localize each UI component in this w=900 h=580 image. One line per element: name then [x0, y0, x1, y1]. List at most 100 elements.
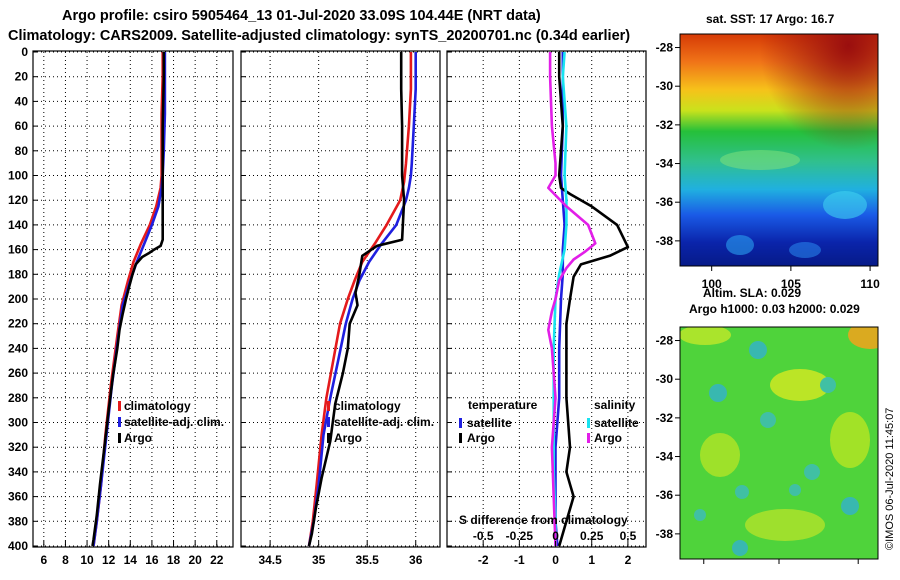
depth-tick-label: 140 [8, 218, 28, 232]
salinity-series [307, 52, 418, 547]
legend-argo: Argo [124, 431, 152, 445]
salinity-panel-frame [240, 50, 441, 548]
sla-title-line-1: Altim. SLA: 0.029 [703, 286, 801, 300]
sla-high [745, 509, 825, 541]
lat-tick-label: -34 [656, 157, 674, 171]
depth-tick-label: 240 [8, 341, 28, 355]
salinity-difference-ticks: -0.5 -0.25 0 0.25 0.5 [473, 529, 637, 543]
sla-low [732, 540, 748, 556]
legend-swatch-temp-satellite [459, 418, 462, 428]
lat-tick-label: -36 [656, 488, 674, 502]
legend-swatch-argo-2 [327, 433, 330, 443]
x-tick-label: -2 [478, 553, 489, 567]
sst-eddy [720, 150, 800, 170]
salinity-panel: 34.5 35 35.5 36 climatology satellite-adj. … [240, 50, 441, 567]
depth-axis-ticks: 0 20 40 60 80 100 120 140 160 180 200 220 240 260 280 3… [8, 45, 28, 553]
depth-tick-label: 260 [8, 366, 28, 380]
legend-temp-argo: Argo [467, 431, 495, 445]
x-tick-label: 1 [588, 553, 595, 567]
x-tick-label: 10 [80, 553, 94, 567]
legend-swatch-sal-satellite [587, 418, 590, 428]
depth-tick-label: 20 [15, 70, 29, 84]
lat-tick-label: -30 [656, 79, 674, 93]
sst-warm-patch [680, 34, 878, 266]
sst-map: -28 -30 -32 -34 -36 -38 100 105 110 [656, 33, 880, 291]
depth-tick-label: 80 [15, 144, 29, 158]
sst-eddy [789, 242, 821, 258]
legend-temperature-title: temperature [468, 398, 538, 412]
x-tick-label: 20 [188, 553, 202, 567]
lat-tick-label: -30 [656, 372, 674, 386]
lat-tick-label: -32 [656, 411, 674, 425]
temperature-x-ticks: 6 8 10 12 14 16 18 20 22 [40, 541, 224, 567]
sla-high [848, 327, 878, 349]
legend-climatology: climatology [124, 399, 191, 413]
lon-tick-label: 110 [860, 277, 880, 291]
sst-eddy [726, 235, 754, 255]
depth-tick-label: 320 [8, 440, 28, 454]
series-line-argo [307, 52, 406, 547]
salinity-gridlines [241, 51, 440, 547]
sst-lon-ticks: 100 105 110 [702, 266, 880, 291]
sla-lon-ticks [703, 559, 859, 564]
series-line-argo [91, 52, 166, 547]
x-tick-label: 6 [40, 553, 47, 567]
lat-tick-label: -36 [656, 195, 674, 209]
sst-eddy [823, 191, 867, 219]
series-line-climatology [307, 52, 413, 547]
depth-tick-label: 340 [8, 465, 28, 479]
lat-tick-label: -38 [656, 234, 674, 248]
legend-swatch-satellite [118, 417, 121, 427]
x-tick-label: 18 [167, 553, 181, 567]
sla-low [820, 377, 836, 393]
x-tick-label: 35 [312, 553, 326, 567]
sla-low [735, 485, 749, 499]
lat-tick-label: -38 [656, 527, 674, 541]
sla-lat-ticks: -28 -30 -32 -34 -36 -38 [656, 334, 680, 541]
sla-low [694, 509, 706, 521]
salinity-diff-tick-label: 0 [552, 529, 559, 543]
temperature-difference-legend: temperature satellite Argo [459, 398, 538, 445]
legend-salinity-title: salinity [594, 398, 636, 412]
series-line-salinity-argo [546, 52, 597, 547]
series-line-satellite-adj-clim- [307, 52, 418, 547]
depth-tick-label: 280 [8, 391, 28, 405]
title-line-1: Argo profile: csiro 5905464_13 01-Jul-20… [62, 8, 541, 24]
sst-lat-ticks: -28 -30 -32 -34 -36 -38 [656, 41, 680, 248]
sla-low [841, 497, 859, 515]
lat-tick-label: -28 [656, 41, 674, 55]
depth-tick-label: 120 [8, 193, 28, 207]
salinity-legend: climatology satellite-adj. clim. Argo [327, 399, 434, 445]
legend-argo-2: Argo [334, 431, 362, 445]
difference-panel: -2 -1 0 1 2 -0.5 -0.25 0 0.25 0.5 S difference f… [446, 50, 647, 567]
depth-tick-label: 220 [8, 317, 28, 331]
depth-tick-label: 40 [15, 94, 29, 108]
x-tick-label: 2 [625, 553, 632, 567]
depth-tick-label: 60 [15, 119, 29, 133]
lat-tick-label: -32 [656, 118, 674, 132]
legend-swatch-climatology-2 [327, 401, 330, 411]
sst-map-frame [679, 33, 879, 267]
title-line-2: Climatology: CARS2009. Satellite-adjuste… [8, 28, 630, 44]
difference-panel-frame [446, 50, 647, 548]
legend-swatch-sal-argo [587, 433, 590, 443]
difference-xlabel: S difference from climatology [459, 513, 628, 527]
salinity-diff-tick-label: 0.5 [620, 529, 637, 543]
x-tick-label: 8 [62, 553, 69, 567]
difference-gridlines [447, 51, 646, 547]
salinity-diff-tick-label: -0.25 [506, 529, 534, 543]
legend-swatch-climatology [118, 401, 121, 411]
sst-map-title: sat. SST: 17 Argo: 16.7 [706, 12, 835, 26]
legend-temp-satellite: satellite [467, 416, 512, 430]
difference-series [546, 51, 630, 547]
sla-low [789, 484, 801, 496]
x-tick-label: 34.5 [258, 553, 282, 567]
sla-title-line-2: Argo h1000: 0.03 h2000: 0.029 [689, 302, 860, 316]
temperature-panel: 6 8 10 12 14 16 18 20 22 climatology satellite-a… [32, 50, 234, 567]
x-tick-label: 14 [124, 553, 138, 567]
x-tick-label: -1 [514, 553, 525, 567]
sla-high [830, 412, 870, 468]
series-line-temperature-argo [557, 52, 630, 547]
sla-low [804, 464, 820, 480]
